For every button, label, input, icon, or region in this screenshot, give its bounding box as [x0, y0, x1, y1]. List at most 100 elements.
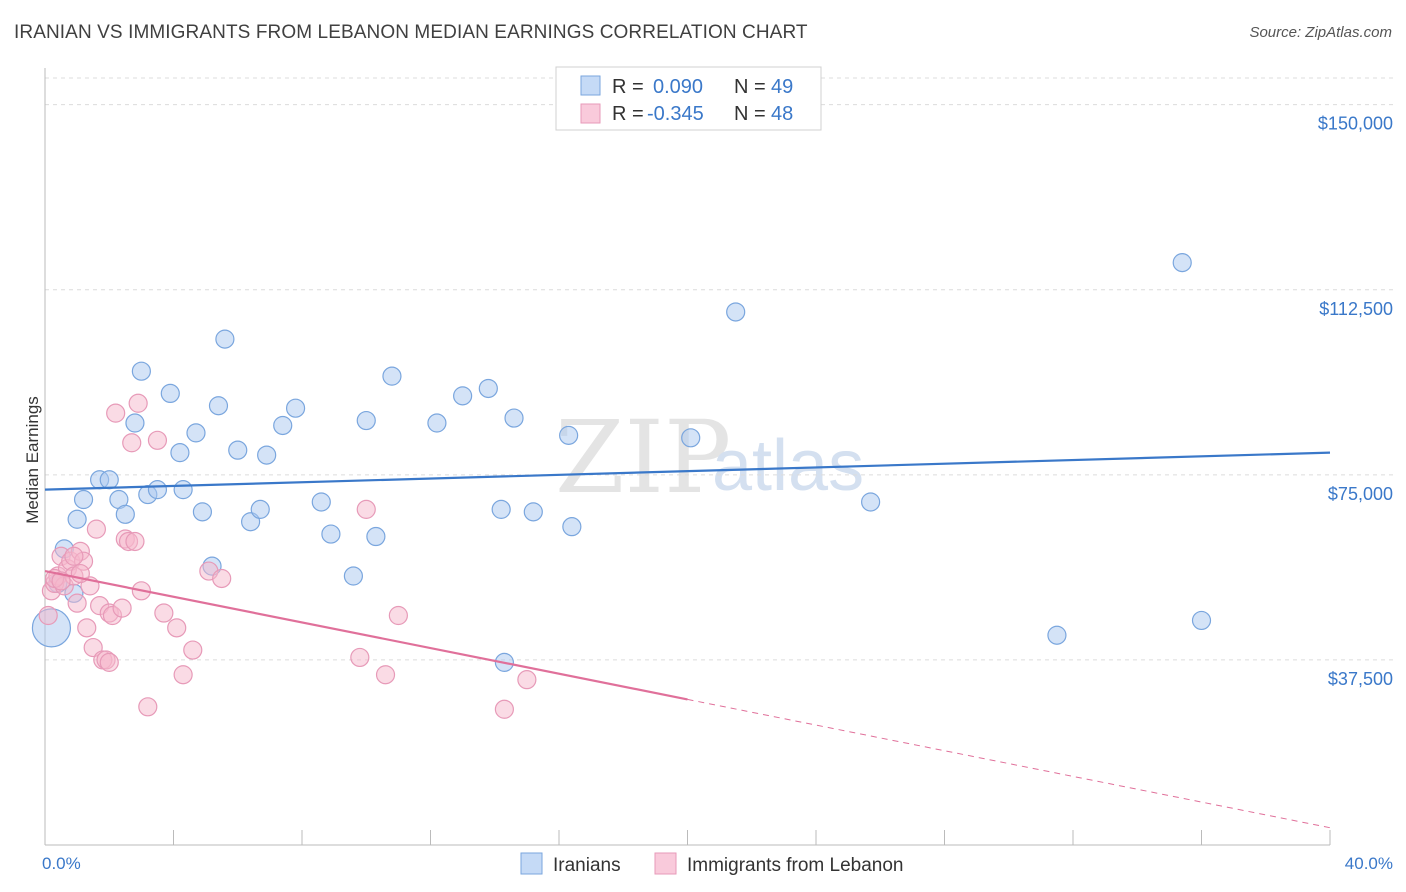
series-layer — [31, 253, 1212, 719]
y-tick-label: $75,000 — [1328, 484, 1393, 504]
y-axis-label: Median Earnings — [23, 396, 42, 524]
data-point — [1047, 625, 1067, 645]
x-tick-label-right: 40.0% — [1345, 854, 1393, 873]
data-point — [67, 593, 87, 613]
legend-r-label-2: R = — [612, 103, 644, 125]
data-point — [285, 398, 306, 418]
data-point — [212, 568, 232, 589]
data-point — [106, 403, 126, 423]
legend-n-label-1: N = — [734, 76, 766, 98]
bottom-legend-swatch-lebanon — [654, 852, 677, 875]
data-point — [250, 499, 270, 519]
data-point — [453, 386, 473, 406]
data-point — [523, 502, 543, 522]
data-point — [64, 546, 84, 566]
data-point — [504, 408, 524, 428]
data-point — [681, 428, 701, 448]
data-point — [478, 378, 498, 399]
trend-line-dashed-1 — [687, 698, 1331, 829]
data-point — [99, 652, 119, 672]
data-point — [861, 492, 881, 512]
x-tick-label-left: 0.0% — [42, 854, 81, 873]
data-point — [125, 413, 145, 433]
data-point — [112, 598, 132, 618]
legend-swatch-lebanon — [580, 103, 601, 124]
data-point — [73, 489, 94, 510]
trend-lines — [44, 451, 1331, 829]
data-point — [147, 430, 168, 450]
data-point — [1191, 610, 1212, 631]
series-lebanon — [38, 393, 537, 719]
data-point — [38, 605, 58, 626]
data-point — [388, 605, 408, 626]
data-point — [67, 509, 87, 529]
y-tick-label: $150,000 — [1318, 114, 1393, 134]
data-point — [517, 670, 537, 690]
data-point — [131, 361, 151, 381]
data-point — [99, 470, 119, 490]
data-point — [215, 329, 235, 349]
data-point — [186, 423, 206, 443]
data-point — [228, 440, 248, 460]
tick-labels: $37,500 $75,000 $112,500 $150,000 0.0% 40.0% — [42, 114, 1393, 873]
data-point — [183, 640, 203, 660]
data-point — [170, 443, 190, 463]
data-point — [154, 603, 174, 623]
data-point — [86, 519, 107, 539]
data-point — [559, 425, 579, 445]
data-point — [122, 433, 142, 453]
bottom-legend-swatch-iranians — [520, 852, 543, 875]
data-point — [356, 410, 376, 431]
data-point — [257, 445, 277, 465]
data-point — [138, 697, 158, 717]
data-point — [427, 413, 447, 433]
data-point — [51, 571, 71, 591]
bottom-legend-lebanon: Immigrants from Lebanon — [687, 855, 904, 876]
data-point — [167, 618, 187, 638]
grid-lines — [45, 77, 1395, 661]
data-point — [273, 415, 293, 436]
watermark-zip: ZIP — [555, 399, 731, 516]
legend-r-value-1: 0.090 — [653, 76, 703, 98]
data-point — [375, 665, 396, 685]
data-point — [1172, 253, 1192, 273]
legend-r-label-1: R = — [612, 76, 644, 98]
data-point — [208, 396, 229, 416]
data-point — [147, 480, 168, 500]
data-point — [350, 647, 370, 668]
y-tick-label: $37,500 — [1328, 669, 1393, 689]
legend-n-value-2: 48 — [771, 103, 793, 125]
legend-n-value-1: 49 — [771, 76, 793, 98]
trend-line-0 — [44, 451, 1331, 491]
data-point — [321, 524, 341, 544]
bottom-legend-iranians: Iranians — [553, 855, 621, 876]
data-point — [77, 618, 97, 638]
series-legend: Iranians Immigrants from Lebanon — [520, 852, 904, 876]
data-point — [125, 531, 145, 552]
data-point — [356, 499, 376, 519]
chart-title: IRANIAN VS IMMIGRANTS FROM LEBANON MEDIA… — [14, 22, 808, 43]
data-point — [726, 302, 746, 322]
legend-r-value-2: -0.345 — [647, 103, 704, 125]
source-label: Source: ZipAtlas.com — [1249, 24, 1392, 41]
legend-n-label-2: N = — [734, 103, 766, 125]
data-point — [192, 502, 213, 522]
data-point — [491, 499, 511, 519]
data-point — [173, 665, 193, 685]
y-tick-label: $112,500 — [1319, 299, 1393, 319]
data-point — [128, 393, 148, 413]
data-point — [160, 383, 180, 404]
data-point — [382, 366, 402, 386]
data-point — [173, 480, 193, 500]
data-point — [366, 526, 386, 547]
trend-line-solid-1 — [44, 570, 688, 701]
data-point — [343, 566, 363, 586]
legend-swatch-iranians — [580, 75, 601, 96]
stats-legend: R = 0.090 N = 49 R = -0.345 N = 48 — [555, 66, 822, 131]
data-point — [494, 699, 514, 719]
data-point — [311, 492, 331, 512]
data-point — [115, 504, 135, 524]
data-point — [562, 517, 582, 537]
axes — [44, 68, 1331, 846]
